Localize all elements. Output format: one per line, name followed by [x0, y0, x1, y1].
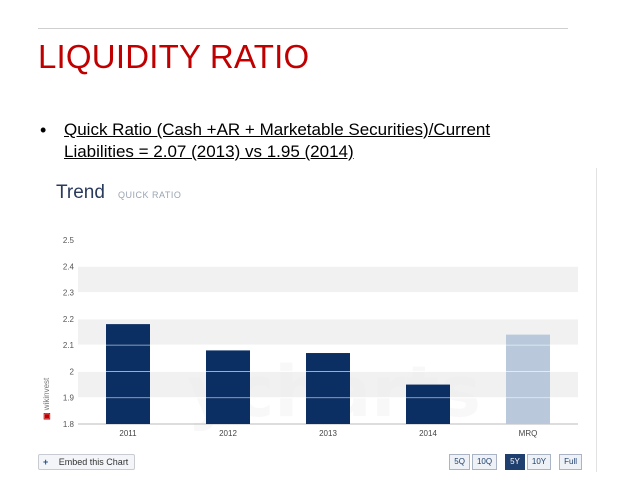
x-tick-label: 2013	[319, 429, 337, 438]
trend-chart-widget: Trend QUICK RATIO ycharts 1.81.922.12.22…	[34, 168, 597, 472]
plot-band	[78, 266, 578, 293]
plus-icon: +	[43, 457, 49, 467]
bar	[106, 324, 150, 424]
bar-series	[78, 239, 578, 424]
y-tick-label: 1.8	[63, 420, 75, 429]
plot-bands	[78, 266, 578, 398]
bullet-marker: •	[40, 120, 47, 140]
y-tick-label: 2.5	[63, 236, 75, 245]
plot-band	[78, 318, 578, 346]
brand-icon: ▣	[42, 412, 51, 420]
x-tick-label: 2011	[119, 429, 137, 438]
widget-title: Trend	[56, 182, 105, 203]
y-axis-labels: 1.8 1.9 2 2.1 2.2 2.3 2.4 2.5	[63, 236, 75, 429]
x-tick-label: 2012	[219, 429, 237, 438]
range-10y-button[interactable]: 10Y	[526, 454, 552, 470]
range-full-button[interactable]: Full	[559, 454, 582, 470]
quick-ratio-chart: ycharts 1.81.922.12.22.32.42.5 201120122…	[63, 236, 578, 438]
x-tick-label: 2014	[419, 429, 437, 438]
bar	[506, 334, 550, 424]
bar	[406, 384, 450, 424]
y-tick-label: 2.3	[63, 289, 75, 298]
slide-title: LIQUIDITY RATIO	[38, 38, 310, 75]
bar	[306, 353, 350, 424]
y-tick-label: 2.4	[63, 262, 75, 271]
y-tick-label: 2.1	[63, 341, 75, 350]
x-axis-labels: 2011 2012 2013 2014 MRQ	[119, 429, 537, 438]
quick-ratio-statement: Quick Ratio (Cash +AR + Marketable Secur…	[64, 120, 491, 161]
y-tick-label: 1.9	[63, 394, 75, 403]
x-tick-label: MRQ	[519, 429, 538, 438]
widget-subtitle: QUICK RATIO	[118, 190, 182, 200]
brand-name: wikinvest	[42, 377, 51, 411]
bar	[206, 350, 250, 424]
brand-logo: ▣ wikinvest	[42, 378, 51, 420]
embed-chart-label: Embed this Chart	[58, 457, 129, 467]
y-tick-label: 2.2	[63, 315, 75, 324]
range-10q-button[interactable]: 10Q	[471, 454, 498, 470]
range-5q-button[interactable]: 5Q	[449, 454, 470, 470]
range-5y-button[interactable]: 5Y	[505, 454, 525, 470]
y-tick-label: 2	[70, 367, 75, 376]
time-range-selector: 5Q 10Q 5Y 10Y Full	[449, 454, 582, 470]
embed-chart-button[interactable]: + Embed this Chart	[38, 454, 136, 470]
top-divider	[38, 28, 568, 29]
